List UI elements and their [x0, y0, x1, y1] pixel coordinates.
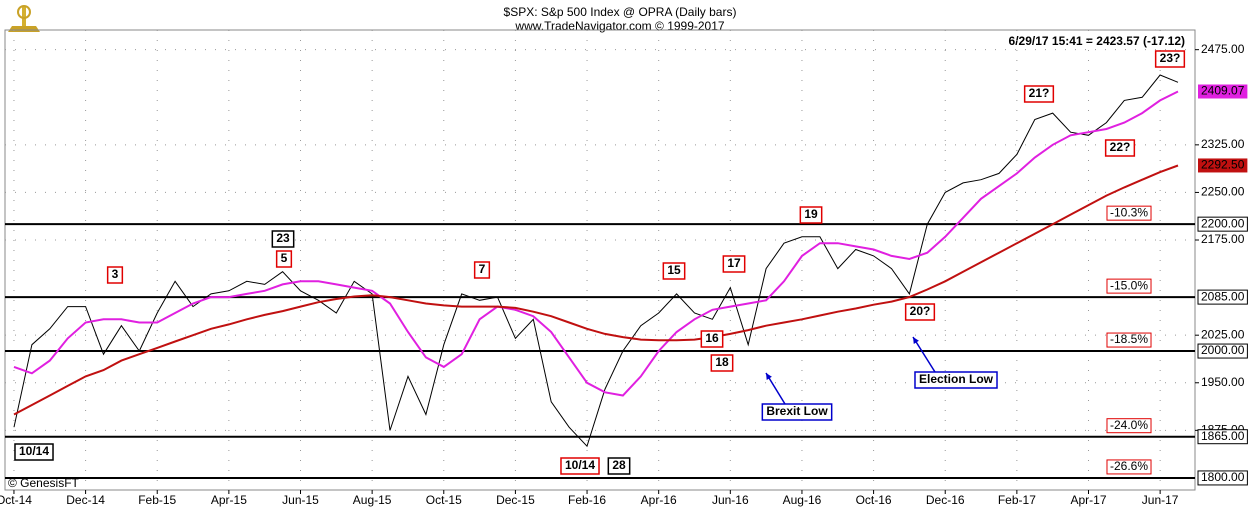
level-change: -24.0%	[1110, 418, 1148, 432]
last-value-tag: 2292.50	[1201, 158, 1245, 172]
annotation: 22?	[1110, 140, 1131, 154]
y-tick-label: 1950.00	[1201, 375, 1245, 389]
level-label-box	[1197, 470, 1248, 486]
annotation-box	[914, 371, 998, 389]
annotation: 20?	[910, 304, 931, 318]
last-value-tag: 2409.07	[1201, 84, 1245, 98]
annotation: 10/14	[19, 444, 49, 458]
level-change: -26.6%	[1110, 459, 1148, 473]
annotation: Brexit Low	[766, 404, 828, 418]
annotation: 23	[276, 231, 290, 245]
annotation: 5	[281, 251, 288, 265]
level-change: -10.3%	[1110, 205, 1148, 219]
x-tick-label: Oct-14	[0, 493, 32, 507]
level-change-box	[1106, 278, 1152, 294]
x-tick-label: Oct-15	[426, 493, 462, 507]
last-value-tag-box	[1198, 84, 1248, 99]
copyright: © GenesisFT	[8, 476, 80, 490]
series-line	[13, 164, 1179, 416]
level-change-box	[1106, 332, 1152, 348]
annotation: 19	[804, 207, 818, 221]
annotation: 16	[705, 331, 719, 345]
annotation: 3	[112, 267, 119, 281]
annotation-box	[662, 262, 686, 280]
level-label-box	[1197, 216, 1248, 232]
level-change-box	[1106, 205, 1152, 221]
y-tick-label: 2175.00	[1201, 232, 1245, 246]
level-change-box	[1106, 418, 1152, 434]
y-tick-label: 2475.00	[1201, 42, 1245, 56]
level-label: 2200.00	[1201, 216, 1245, 230]
x-tick-label: Feb-17	[998, 493, 1036, 507]
annotation-box	[560, 457, 600, 475]
y-tick-label: 2250.00	[1201, 185, 1245, 199]
x-tick-label: Dec-14	[66, 493, 105, 507]
level-label: 1800.00	[1201, 470, 1245, 484]
level-label: 2000.00	[1201, 343, 1245, 357]
annotation-box	[607, 457, 631, 475]
x-tick-label: Dec-16	[926, 493, 965, 507]
x-tick-label: Jun-16	[712, 493, 749, 507]
level-change-box	[1106, 459, 1152, 475]
chart-title: $SPX: S&p 500 Index @ OPRA (Daily bars)	[504, 5, 737, 19]
annotation: 7	[479, 262, 486, 276]
annotation: 17	[727, 256, 741, 270]
last-value-tag-box	[1198, 158, 1248, 173]
x-tick-label: Apr-15	[211, 493, 247, 507]
annotation-box	[799, 206, 823, 224]
annotation-box	[761, 403, 833, 421]
x-tick-label: Aug-15	[353, 493, 392, 507]
annotation-box	[271, 230, 295, 248]
arrow-head	[913, 337, 919, 344]
y-tick-label: 2325.00	[1201, 137, 1245, 151]
annotation: 15	[667, 263, 681, 277]
annotation-box	[473, 261, 491, 279]
annotation-box	[1023, 85, 1055, 103]
annotation-box	[904, 303, 936, 321]
annotation-box	[14, 443, 54, 461]
annotation: 18	[715, 355, 729, 369]
y-tick-label: 2025.00	[1201, 327, 1245, 341]
annotation: 23?	[1160, 51, 1181, 65]
level-label-box	[1197, 343, 1248, 359]
level-label-box	[1197, 289, 1248, 305]
annotation-box	[275, 250, 293, 268]
level-label: 2085.00	[1201, 289, 1245, 303]
annotation-box	[710, 354, 734, 372]
x-tick-label: Aug-16	[783, 493, 822, 507]
x-tick-label: Dec-15	[496, 493, 535, 507]
annotation: 21?	[1029, 86, 1050, 100]
level-change: -18.5%	[1110, 332, 1148, 346]
annotation-box	[700, 330, 724, 348]
x-tick-label: Feb-16	[568, 493, 606, 507]
series-line	[13, 90, 1179, 397]
annotation-box	[106, 266, 124, 284]
annotation: 10/14	[565, 458, 595, 472]
x-tick-label: Feb-15	[138, 493, 176, 507]
x-tick-label: Jun-17	[1142, 493, 1179, 507]
annotation: 28	[612, 458, 626, 472]
plot-border	[4, 29, 1196, 491]
arrow-head	[766, 373, 772, 380]
level-change: -15.0%	[1110, 278, 1148, 292]
x-tick-label: Oct-16	[856, 493, 892, 507]
annotation-box	[722, 255, 746, 273]
chart-subtitle: www.TradeNavigator.com © 1999-2017	[514, 19, 724, 33]
annotation-box	[1104, 139, 1136, 157]
arrow	[912, 336, 936, 373]
annotation: Election Low	[919, 372, 994, 386]
quote: 6/29/17 15:41 = 2423.57 (-17.12)	[1009, 34, 1185, 48]
level-label: 1865.00	[1201, 429, 1245, 443]
annotation-box	[1154, 50, 1186, 68]
x-tick-label: Jun-15	[282, 493, 319, 507]
x-tick-label: Apr-17	[1070, 493, 1106, 507]
level-label-box	[1197, 429, 1248, 445]
x-tick-label: Apr-16	[641, 493, 677, 507]
series-line	[13, 74, 1179, 448]
